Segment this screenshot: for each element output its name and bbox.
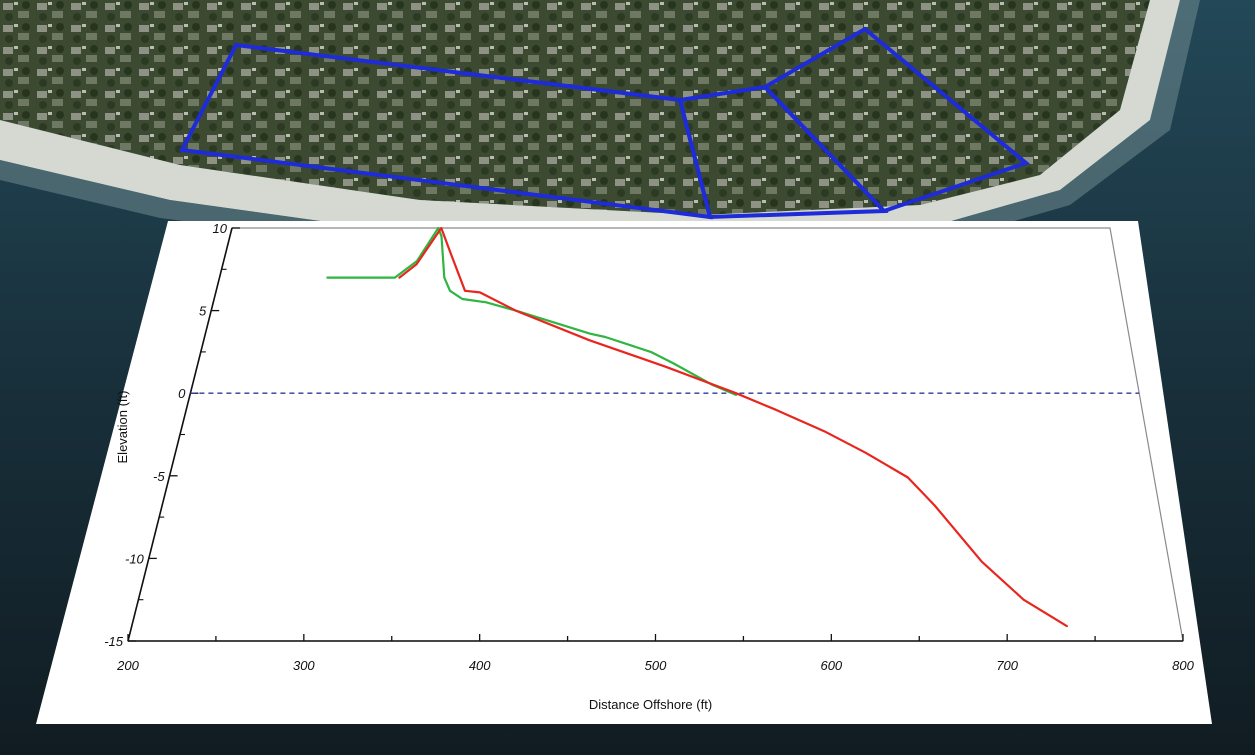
- x-tick-label: 200: [116, 658, 139, 673]
- parcel-outline-east: [761, 26, 1031, 214]
- x-tick-label: 300: [293, 658, 315, 673]
- x-tick-label: 400: [469, 658, 491, 673]
- profile-line-1: [326, 226, 738, 396]
- chart-background: [36, 221, 1212, 724]
- x-tick-label: 800: [1172, 658, 1194, 673]
- y-tick-label: -15: [104, 634, 124, 649]
- x-axis-title: Distance Offshore (ft): [589, 697, 712, 712]
- y-tick-label: -5: [153, 469, 165, 484]
- land-area: [0, 0, 1150, 215]
- chart-layer: 200 300 400 500 600 700 800 10 5 0 -5 -10 -15 Distanc…: [36, 221, 1212, 724]
- y-tick-label: 10: [213, 221, 228, 236]
- x-tick-label: 700: [996, 658, 1018, 673]
- y-tick-label: 0: [178, 386, 186, 401]
- y-tick-label: -10: [125, 551, 145, 566]
- beach-sand: [0, 0, 1180, 245]
- profile-line-2: [398, 226, 1068, 628]
- x-tick-label: 500: [645, 658, 667, 673]
- parcel-outline-west: [178, 42, 713, 220]
- y-tick-label: 5: [199, 304, 207, 319]
- x-tick-label: 600: [820, 658, 842, 673]
- y-axis-title: Elevation (ft): [115, 391, 130, 464]
